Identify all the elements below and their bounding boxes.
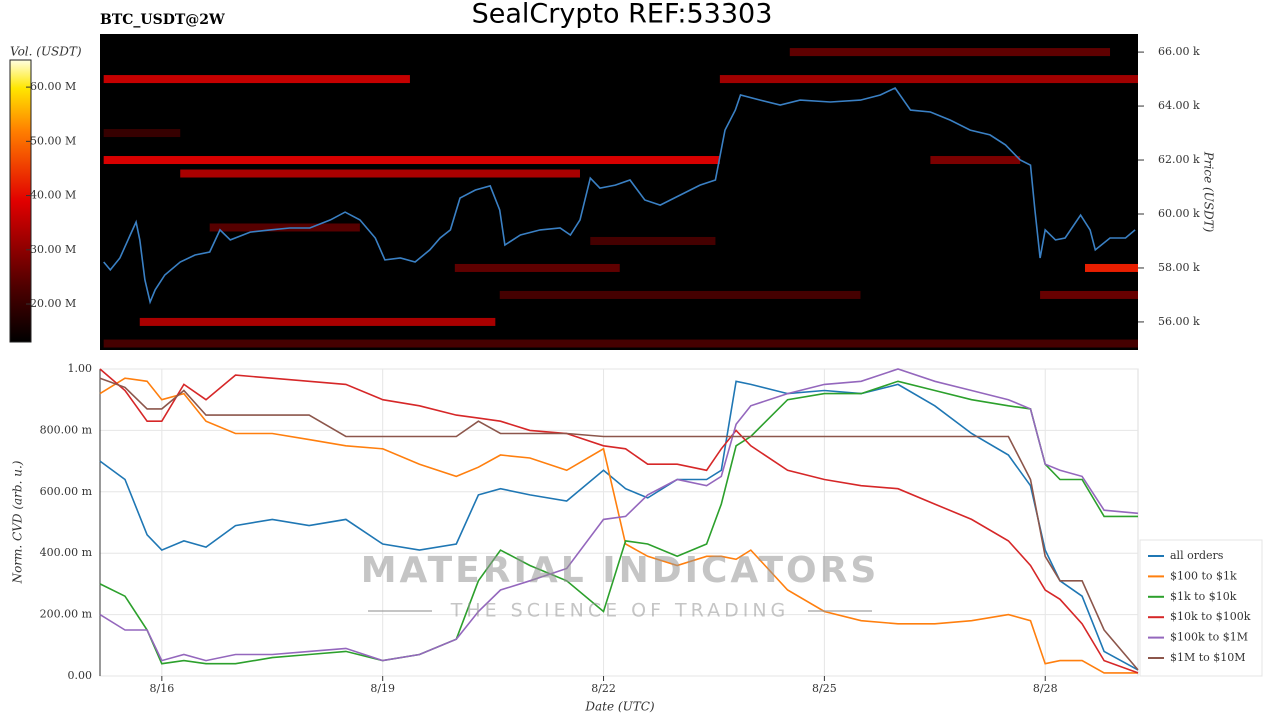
colorbar-tick-label: 20.00 M	[30, 297, 76, 310]
legend-label: $100 to $1k	[1170, 569, 1237, 582]
y-tick-label: 60.00 k	[1158, 207, 1200, 220]
legend-label: $100k to $1M	[1170, 631, 1248, 644]
y-axis-label: Price (USDT)	[1202, 151, 1216, 233]
heatmap-cell	[103, 339, 1138, 348]
price-line	[103, 86, 1136, 305]
colorbar-label: Vol. (USDT)	[10, 45, 82, 59]
chart-title: BTC_USDT@2W	[100, 12, 225, 28]
legend	[1139, 539, 1263, 677]
heatmap-cell	[1040, 290, 1138, 299]
cvd-line	[99, 368, 1139, 674]
heatmap-cell	[180, 169, 580, 178]
heatmap-cell	[789, 48, 1111, 57]
heatmap-cell	[209, 223, 360, 232]
heatmap-cell	[499, 290, 861, 299]
heatmap-cell	[590, 236, 716, 245]
cvd-line	[99, 368, 1139, 662]
y-tick-label: 800.00 m	[40, 423, 93, 436]
y-tick-label: 600.00 m	[40, 485, 93, 498]
colorbar-tick-label: 60.00 M	[30, 80, 76, 93]
y-tick-label: 62.00 k	[1158, 153, 1200, 166]
colorbar	[9, 59, 32, 343]
heatmap-cell	[103, 75, 410, 84]
heatmap-cell	[930, 156, 1021, 165]
y-tick-label: 0.00	[68, 669, 93, 682]
watermark-title: MATERIAL INDICATORS	[361, 550, 880, 591]
legend-label: all orders	[1170, 549, 1224, 562]
y-tick-label: 64.00 k	[1158, 99, 1200, 112]
page-title: SealCrypto REF:53303	[472, 0, 773, 30]
x-tick-label: 8/25	[812, 682, 837, 695]
legend-label: $10k to $100k	[1170, 610, 1251, 623]
y-tick-label: 58.00 k	[1158, 261, 1200, 274]
heatmap-cell	[103, 156, 720, 165]
marks: 0.00 200.00 m 400.00 m 600.00 m 800.00 m 1.00…	[40, 362, 1139, 695]
plot-area	[99, 368, 1139, 677]
heatmap-cell	[719, 75, 1138, 84]
y-tick-label: 66.00 k	[1158, 45, 1200, 58]
x-tick-label: 8/19	[370, 682, 395, 695]
legend-label: $1k to $10k	[1170, 590, 1237, 603]
x-tick-label: 8/28	[1033, 682, 1058, 695]
y-tick-label: 200.00 m	[40, 608, 93, 621]
colorbar-tick-label: 30.00 M	[30, 243, 76, 256]
colorbar-tick-label: 40.00 M	[30, 189, 76, 202]
heatmap-cell	[139, 317, 496, 326]
colorbar-tick-label: 50.00 M	[30, 134, 76, 147]
x-axis-label: Date (UTC)	[584, 700, 654, 714]
y-tick-label: 400.00 m	[40, 546, 93, 559]
cvd-line	[99, 377, 1138, 674]
watermark-subtitle: THE SCIENCE OF TRADING	[450, 600, 790, 622]
legend-label: $1M to $10M	[1170, 651, 1246, 664]
x-tick-label: 8/16	[149, 682, 174, 695]
x-tick-label: 8/22	[591, 682, 616, 695]
heatmap-cell	[1084, 263, 1138, 272]
cvd-line	[99, 380, 1138, 665]
y-tick-label: 1.00	[68, 362, 93, 375]
heatmap-cell	[454, 263, 620, 272]
heatmap-cell	[103, 129, 181, 138]
cvd-line	[99, 377, 1139, 671]
cvd-line	[99, 380, 1139, 671]
y-axis-label: Norm. CVD (arb. u.)	[11, 460, 25, 584]
y-tick-label: 56.00 k	[1158, 315, 1200, 328]
